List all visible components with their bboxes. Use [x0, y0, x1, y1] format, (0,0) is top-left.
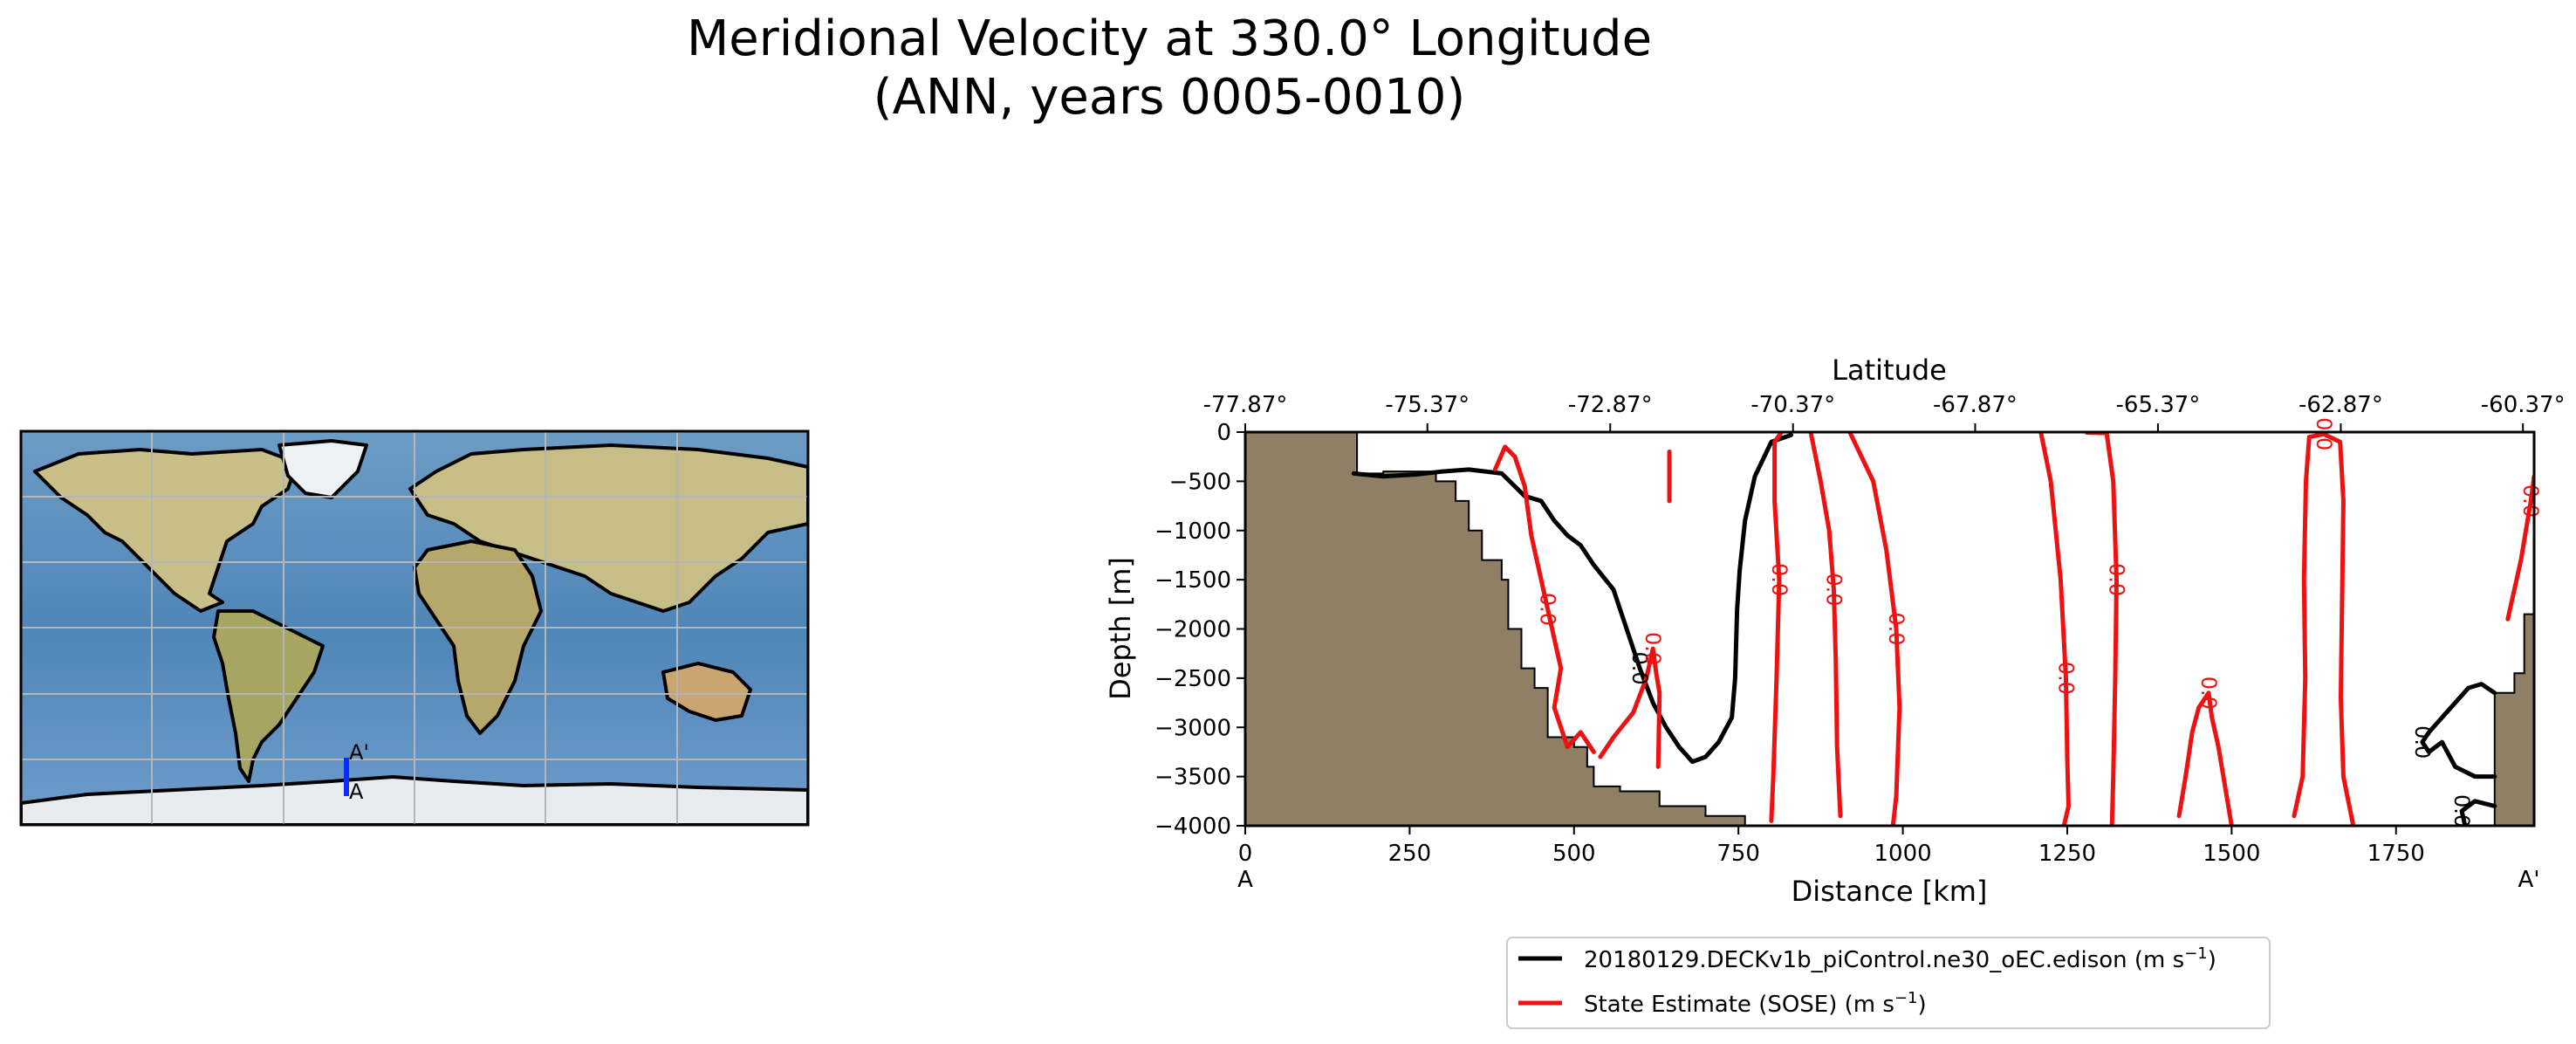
contour-value-label: 0.0 [2053, 662, 2078, 695]
contour-line-series1-6 [2038, 432, 2071, 826]
contour-plot: 0.00.00.00.00.00.0 0.00.00.00.00.00.00.0 … [1104, 354, 2566, 908]
legend-frame [1506, 937, 2271, 1029]
y-tick-label: −2500 [1154, 666, 1231, 692]
contour-value-label: 0.0 [2104, 563, 2128, 596]
x-tick-label: 1000 [1874, 841, 1931, 867]
contour-value-label: 0.0 [2312, 417, 2336, 450]
top-tick-label: -65.37° [2116, 392, 2201, 418]
landmass-greenland [277, 439, 368, 499]
inset-map: A' A [19, 429, 810, 827]
x-tick-label: 500 [1552, 841, 1596, 867]
contour-line-series1-5 [1847, 432, 1902, 826]
contour-line-series1-1 [1598, 646, 1662, 769]
x-tick-label: 1250 [2038, 841, 2096, 867]
legend-entry-model: 20180129.DECKv1b_piControl.ne30_oEC.edis… [1584, 944, 2216, 973]
top-tick-label: -70.37° [1750, 392, 1835, 418]
figure-title-line2: (ANN, years 0005-0010) [874, 69, 1466, 126]
transect-start-label: A [349, 780, 364, 804]
contour-line-series0-2 [2459, 799, 2497, 826]
contour-line-series1-3 [1769, 432, 1784, 823]
contour-value-label: 0.0 [2196, 677, 2221, 710]
contour-layer [1351, 432, 2534, 826]
y-tick-label: −4000 [1154, 814, 1231, 840]
top-axis-label: Latitude [1832, 354, 1947, 387]
contour-line-series0-0 [1351, 432, 1793, 765]
y-tick-label: −500 [1169, 469, 1231, 495]
top-tick-label: -62.87° [2299, 392, 2383, 418]
x-tick-label: 250 [1388, 841, 1432, 867]
top-tick-label: -72.87° [1568, 392, 1653, 418]
contour-value-label: 0.0 [1627, 652, 1652, 685]
bathymetry-left [1245, 432, 1746, 826]
y-axis-label: Depth [m] [1104, 557, 1137, 700]
y-tick-label: −3500 [1154, 765, 1231, 791]
landmass-australia [661, 662, 752, 722]
x-axis-label: Distance [km] [1792, 875, 1988, 908]
x-tick-label: 750 [1716, 841, 1760, 867]
contour-value-label: 0.0 [1641, 632, 1665, 665]
contour-line-series1-4 [1808, 432, 1843, 819]
x-tick-label: 1750 [2367, 841, 2425, 867]
x-tick-label: 1500 [2203, 841, 2260, 867]
transect-end-label: A' [349, 740, 369, 765]
y-tick-label: −1500 [1154, 567, 1231, 594]
contour-line-series1-8 [2176, 690, 2234, 826]
y-tick-label: −3000 [1154, 715, 1231, 741]
top-axis-latitude: -77.87° -75.37° -72.87° -70.37° -67.87° -65.3… [1203, 392, 2566, 432]
contour-label-layer: 0.00.00.00.00.00.0 0.00.00.00.00.00.00.0 [1536, 417, 2544, 828]
top-tick-label: -75.37° [1385, 392, 1470, 418]
y-tick-label: −1000 [1154, 519, 1231, 545]
start-point-label: A [1237, 867, 1253, 893]
contour-line-series1-9 [2292, 432, 2356, 826]
contour-line-series1-10 [2505, 474, 2534, 622]
bathymetry-layer [1245, 432, 2534, 826]
top-tick-label: -60.37° [2481, 392, 2566, 418]
landmass-north-america [33, 448, 298, 613]
legend: 20180129.DECKv1b_piControl.ne30_oEC.edis… [1506, 937, 2271, 1029]
contour-line-series1-0 [1492, 444, 1596, 754]
bathymetry-right [2493, 613, 2534, 826]
legend-entry-sose: State Estimate (SOSE) (m s−1) [1584, 989, 1927, 1018]
y-tick-label: −2000 [1154, 617, 1231, 643]
top-tick-label: -67.87° [1933, 392, 2018, 418]
contour-value-label: 0.0 [2410, 725, 2435, 759]
landmass-south-america [212, 609, 325, 783]
y-tick-label: 0 [1216, 420, 1231, 446]
top-tick-label: -77.87° [1203, 392, 1288, 418]
contour-value-label: 0.0 [2449, 794, 2474, 828]
x-axis: 0 250 500 750 1000 1250 1500 1750 [1238, 826, 2425, 867]
contour-value-label: 0.0 [1536, 593, 1560, 626]
contour-value-label: 0.0 [1884, 612, 1908, 645]
contour-value-label: 0.0 [1821, 573, 1846, 606]
contour-value-label: 0.0 [1767, 563, 1792, 596]
figure-title-line1: Meridional Velocity at 330.0° Longitude [687, 10, 1652, 67]
end-point-label: A' [2518, 867, 2540, 893]
contour-value-label: 0.0 [2518, 484, 2543, 518]
x-tick-label: 0 [1238, 841, 1253, 867]
y-axis: 0 −500 −1000 −1500 −2000 −2500 −3000 −3500 −4000 [1154, 420, 1245, 840]
contour-line-series0-1 [2420, 682, 2497, 780]
